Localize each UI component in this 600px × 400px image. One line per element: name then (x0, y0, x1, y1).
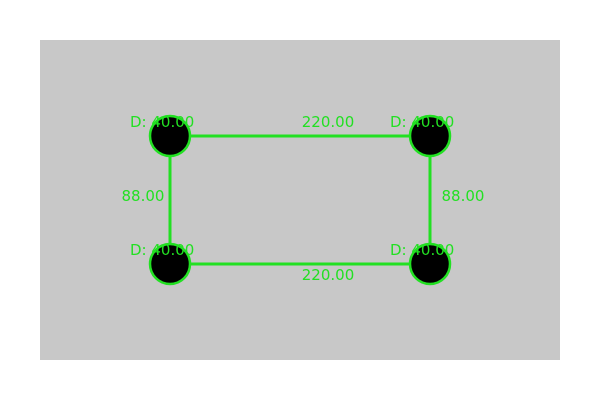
panel-background (40, 40, 560, 360)
dimension-label-top: 220.00 (302, 113, 355, 131)
diameter-label-top-right: D: 40.00 (390, 113, 454, 131)
diameter-label-bottom-right: D: 40.00 (390, 241, 454, 259)
hole-top-left (148, 114, 192, 158)
dimension-label-bottom: 220.00 (302, 266, 355, 284)
diameter-label-top-left: D: 40.00 (130, 113, 194, 131)
hole-top-right (408, 114, 452, 158)
dimension-label-right: 88.00 (442, 187, 485, 205)
hole-bottom-right (408, 242, 452, 286)
dimension-label-left: 88.00 (122, 187, 165, 205)
hole-bottom-left (148, 242, 192, 286)
diameter-label-bottom-left: D: 40.00 (130, 241, 194, 259)
